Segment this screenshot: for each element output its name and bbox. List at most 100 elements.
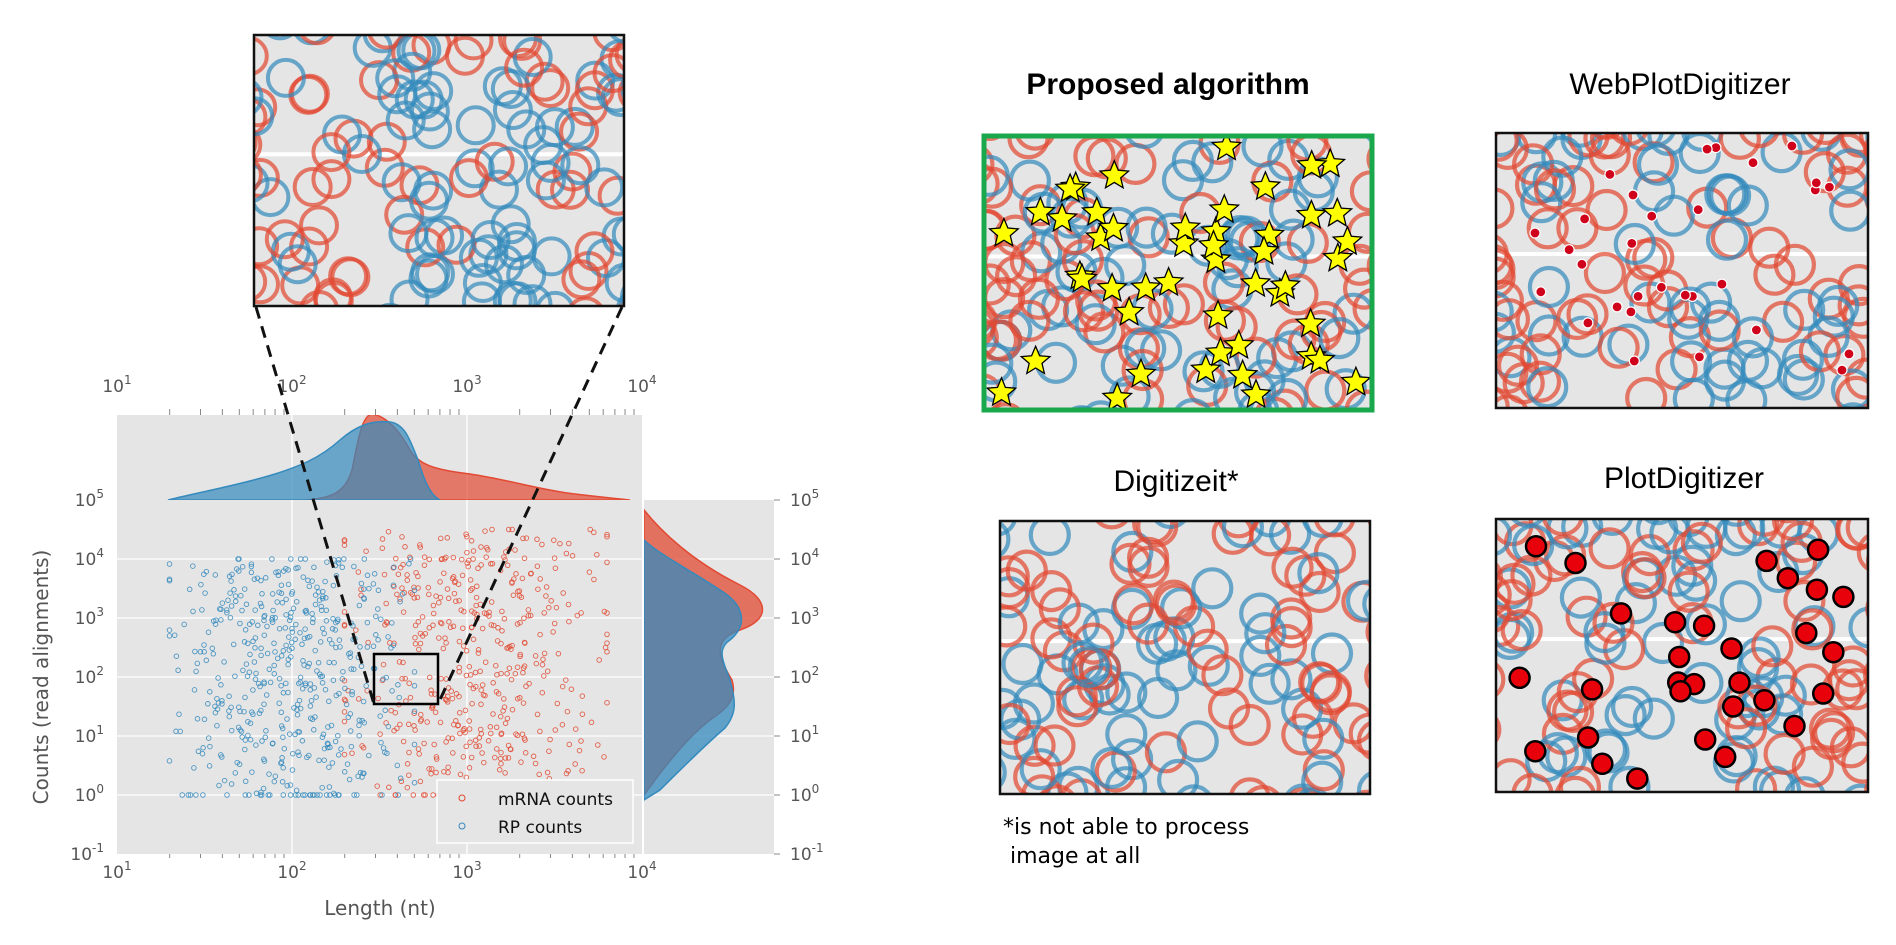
right-y-tick-label: 100 xyxy=(790,782,819,806)
detected-point-dot xyxy=(1628,190,1638,200)
detected-point-circle xyxy=(1723,697,1743,717)
detected-point-circle xyxy=(1813,684,1833,704)
detected-point-circle xyxy=(1807,580,1827,600)
ring-rp xyxy=(977,497,1015,535)
detected-point-circle xyxy=(1808,540,1828,560)
detected-point-dot xyxy=(1837,365,1847,375)
detected-point-circle xyxy=(1785,716,1805,736)
detected-point-dot xyxy=(1680,290,1690,300)
ring-rp xyxy=(1062,407,1100,445)
top-x-tick-label: 101 xyxy=(102,373,131,397)
detected-point-dot xyxy=(1824,182,1834,192)
panel-plotdigitizer: PlotDigitizer xyxy=(1461,462,1896,824)
right-y-tick-label: 102 xyxy=(790,664,819,688)
detected-point-dot xyxy=(1627,238,1637,248)
y-tick-label: 101 xyxy=(75,723,104,747)
ring-rp xyxy=(1065,408,1103,446)
detected-point-circle xyxy=(1695,730,1715,750)
detected-point-dot xyxy=(1656,282,1666,292)
right-y-tick-label: 105 xyxy=(790,487,819,511)
ring-mrna xyxy=(1866,772,1896,810)
detected-point-dot xyxy=(1564,245,1574,255)
ring-rp xyxy=(622,279,658,315)
panel-title-plotdigitizer: PlotDigitizer xyxy=(1604,462,1764,495)
detected-point-circle xyxy=(1566,553,1586,573)
ring-mrna xyxy=(1868,543,1896,581)
ring-mrna xyxy=(1866,180,1896,218)
y-tick-label: 104 xyxy=(75,546,104,570)
detected-point-circle xyxy=(1526,536,1546,556)
detected-point-circle xyxy=(1778,568,1798,588)
ring-rp xyxy=(622,70,658,106)
detected-point-circle xyxy=(1525,741,1545,761)
panel-webplotdigitizer: WebPlotDigitizer xyxy=(1469,68,1896,443)
detected-point-dot xyxy=(1694,352,1704,362)
detected-point-circle xyxy=(1582,679,1602,699)
digitizeit-note-line2: image at all xyxy=(1003,844,1140,869)
detected-point-circle xyxy=(1730,673,1750,693)
detected-point-dot xyxy=(1580,214,1590,224)
top-x-tick-label: 103 xyxy=(452,373,481,397)
x-tick-label: 101 xyxy=(102,859,131,883)
detected-point-circle xyxy=(1722,639,1742,659)
detected-point-dot xyxy=(1693,205,1703,215)
ring-mrna xyxy=(1368,613,1406,651)
detected-point-dot xyxy=(1787,141,1797,151)
detected-point-dot xyxy=(1717,279,1727,289)
ring-mrna xyxy=(614,0,650,35)
panel-proposed: Proposed algorithm xyxy=(954,68,1406,446)
detected-point-circle xyxy=(1833,587,1853,607)
ring-mrna xyxy=(1461,711,1499,749)
ring-mrna xyxy=(1768,483,1806,521)
ring-mrna xyxy=(1369,497,1407,535)
detected-point-dot xyxy=(1583,318,1593,328)
ring-rp xyxy=(1867,119,1896,157)
detected-point-circle xyxy=(1823,642,1843,662)
panel-title-webplotdigitizer: WebPlotDigitizer xyxy=(1569,68,1790,101)
legend: mRNA counts RP counts xyxy=(437,780,633,843)
ring-mrna xyxy=(1366,657,1404,695)
y-tick-label: 103 xyxy=(75,605,104,629)
detected-point-dot xyxy=(1530,228,1540,238)
detected-point-circle xyxy=(1754,690,1774,710)
ring-mrna xyxy=(1865,656,1896,694)
ring-mrna xyxy=(1867,590,1896,628)
panel-digitizeit: Digitizeit* *is not able to process imag… xyxy=(967,465,1407,869)
right-y-tick-label: 10-1 xyxy=(790,841,824,865)
x-tick-label: 103 xyxy=(452,859,481,883)
detected-point-dot xyxy=(1647,211,1657,221)
panel-title-digitizeit: Digitizeit* xyxy=(1113,465,1238,498)
detected-point-circle xyxy=(1715,747,1735,767)
detected-point-dot xyxy=(1577,259,1587,269)
y-tick-label: 105 xyxy=(75,487,104,511)
x-axis-label: Length (nt) xyxy=(324,896,435,920)
y-axis-label: Counts (read alignments) xyxy=(29,550,53,805)
ring-mrna xyxy=(1865,131,1896,169)
ring-mrna xyxy=(1348,792,1386,830)
right-y-tick-label: 104 xyxy=(790,546,819,570)
detected-point-circle xyxy=(1592,754,1612,774)
detected-point-dot xyxy=(1633,291,1643,301)
detected-point-dot xyxy=(1536,287,1546,297)
legend-label-mrna: mRNA counts xyxy=(498,790,613,810)
legend-label-rp: RP counts xyxy=(498,818,582,838)
detected-point-dot xyxy=(1751,325,1761,335)
digitizeit-note-line1: *is not able to process xyxy=(1003,815,1249,840)
detected-point-dot xyxy=(1605,169,1615,179)
x-tick-label: 102 xyxy=(277,859,306,883)
detected-point-circle xyxy=(1627,769,1647,789)
x-tick-label: 104 xyxy=(627,859,656,883)
detected-point-circle xyxy=(1665,612,1685,632)
detected-point-circle xyxy=(1669,647,1689,667)
right-y-tick-label: 103 xyxy=(790,605,819,629)
detected-point-circle xyxy=(1757,551,1777,571)
detected-point-dot xyxy=(1811,178,1821,188)
ring-rp xyxy=(608,6,644,42)
top-marginal-density: 101 102 103 104 xyxy=(102,373,656,500)
right-y-tick-label: 101 xyxy=(790,723,819,747)
y-tick-label: 100 xyxy=(75,782,104,806)
detected-point-dot xyxy=(1629,356,1639,366)
detected-point-dot xyxy=(1612,302,1622,312)
detected-point-circle xyxy=(1510,668,1530,688)
